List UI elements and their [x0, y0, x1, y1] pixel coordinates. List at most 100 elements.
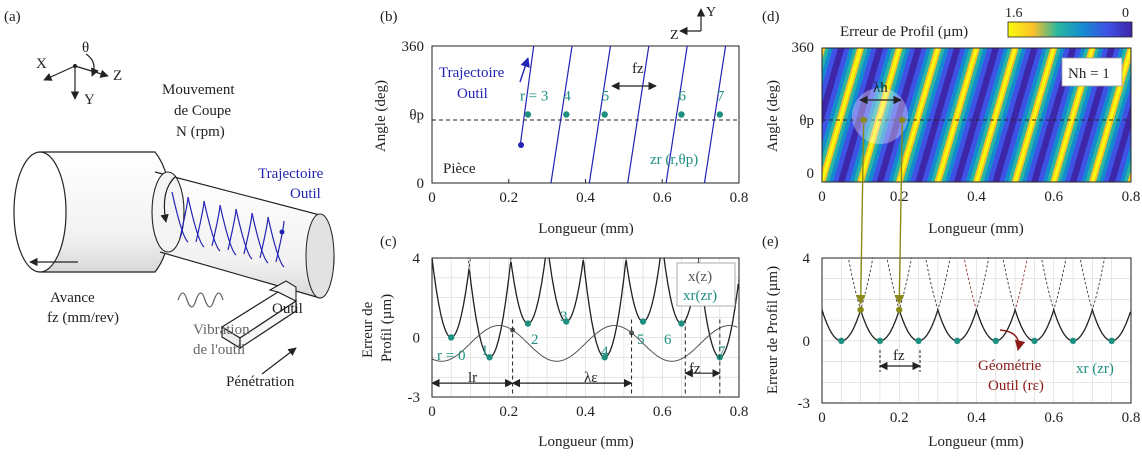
cut-motion-line-2: de Coupe	[174, 103, 231, 119]
b-ytick-label: θp	[409, 108, 424, 124]
b-marker-point	[524, 111, 532, 118]
e-ytick-label: -3	[798, 396, 811, 412]
d-ytick-label: 0	[807, 166, 815, 182]
panel-b: (b) Z Y r = 3 4 5 6 7 0 0.2 0.4 0.6 0.8 0 θp 360 An…	[373, 5, 748, 237]
c-xtick-label: 0	[428, 404, 436, 420]
b-marker-point	[716, 111, 724, 118]
d-ytick-label: θp	[799, 113, 814, 129]
c-lr-label: lr	[468, 370, 477, 386]
c-dimensions	[431, 319, 721, 397]
c-lambda-label: λε	[584, 370, 598, 386]
b-r-label: r = 3	[520, 89, 548, 105]
d-stripe	[822, 48, 826, 61]
b-tool-path-line-1: Trajectoire	[439, 65, 505, 81]
d-to-e-arrow	[855, 123, 866, 305]
feed-line-2: fz (mm/rev)	[47, 310, 119, 326]
b-xlabel: Longueur (mm)	[538, 221, 633, 237]
d-xtick-label: 0.2	[890, 189, 909, 205]
d-colorbar	[1007, 21, 1133, 38]
b-workpiece-label: Pièce	[443, 161, 476, 177]
cut-motion-line-1: Mouvement	[162, 82, 235, 98]
panel-c: (c) 0 0.2 0.4 0.6 0.8 -3 0 4 Erreur de Profil (…	[360, 234, 749, 450]
c-r-label: 7	[718, 344, 726, 360]
c-ylabel-line-1: Erreur de	[360, 301, 376, 358]
axis-y-label: Y	[84, 92, 95, 108]
tool-path-a-line-1: Trajectoire	[258, 166, 324, 182]
b-marker-point	[601, 111, 608, 118]
c-marker-point	[639, 318, 647, 325]
e-parabola-dashed	[963, 258, 1028, 342]
b-tool-path-plot: r = 3 4 5 6 7	[518, 45, 727, 184]
d-stripe	[936, 48, 979, 182]
c-xz-curve	[432, 325, 738, 362]
d-stripe	[1127, 169, 1131, 182]
e-parabola-dashed	[1041, 258, 1105, 342]
b-axis-ticks: 0 0.2 0.4 0.6 0.8 0 θp 360	[402, 39, 749, 206]
e-fz-label: fz	[893, 348, 905, 364]
d-xtick-label: 0.8	[1122, 189, 1141, 205]
e-marker-point	[1031, 337, 1038, 345]
c-fz-label: fz	[689, 361, 701, 377]
b-tool-path-label: Trajectoire Outil	[439, 65, 508, 102]
c-r-label: 1	[481, 343, 489, 359]
d-stripe	[859, 48, 901, 182]
b-marker-point	[563, 111, 570, 118]
b-ylabel: Angle (deg)	[373, 80, 389, 152]
cut-motion-line-3: N (rpm)	[176, 124, 225, 140]
b-path-line	[550, 45, 573, 184]
e-xtick-label: 0.2	[890, 410, 909, 426]
d-to-e-arrows	[855, 116, 906, 305]
e-marker-point	[915, 337, 922, 345]
d-axis-ticks: 0 0.2 0.4 0.6 0.8 0 θp 360	[792, 40, 1141, 205]
e-axis-ticks: 0 0.2 0.4 0.6 0.8 -3 0 4	[798, 251, 1141, 426]
b-xtick-label: 0.2	[499, 190, 518, 206]
e-marker-point	[953, 337, 961, 345]
penetration-label: Pénétration	[226, 374, 295, 390]
e-ytick-label: 4	[803, 251, 811, 267]
axis-x-label: X	[36, 56, 47, 72]
e-profile-plot	[822, 258, 1131, 345]
c-marker-point	[486, 354, 493, 361]
d-colorbar-max: 0	[1122, 6, 1129, 21]
vibration-line-1: Vibration	[193, 322, 250, 338]
axis-y-b: Y	[706, 5, 716, 20]
workpiece-cylinder	[13, 151, 335, 299]
c-r-label: 5	[637, 332, 645, 348]
e-geometry-label: Géométrie Outil (rε)	[978, 358, 1045, 394]
c-legend-xr: xr(zr)	[683, 288, 717, 304]
c-xtick-label: 0.8	[730, 404, 749, 420]
c-marker-point	[563, 318, 570, 325]
c-ytick-label: -3	[408, 390, 421, 406]
b-zr-label: zr (r,θp)	[650, 152, 698, 168]
axis-theta-label: θ	[82, 40, 89, 56]
b-xtick-label: 0.6	[653, 190, 672, 206]
e-marker-point	[1069, 337, 1077, 345]
axis-z-label: Z	[113, 68, 122, 84]
d-ylabel: Angle (deg)	[765, 80, 781, 152]
e-marker-point	[992, 337, 1000, 345]
panel-e-tag: (e)	[762, 234, 779, 250]
b-fz-label: fz	[632, 61, 644, 77]
c-marker-point	[447, 334, 455, 341]
panel-d-tag: (d)	[762, 9, 780, 25]
c-axis-ticks: 0 0.2 0.4 0.6 0.8 -3 0 4	[408, 251, 749, 420]
vibration-line-2: de l'outil	[193, 342, 245, 358]
d-nh-label: Nh = 1	[1068, 66, 1110, 82]
b-r-label: 7	[717, 89, 725, 105]
panel-a-tag: (a)	[4, 9, 21, 25]
vibration-wave	[177, 292, 224, 308]
b-tool-path-line-2: Outil	[457, 86, 488, 102]
d-xtick-label: 0.6	[1044, 189, 1063, 205]
e-xlabel: Longueur (mm)	[928, 434, 1023, 450]
e-xtick-label: 0	[818, 410, 826, 426]
c-legend-x: x(z)	[688, 269, 712, 285]
d-stripe	[897, 48, 940, 182]
d-highlight-point	[899, 116, 906, 124]
b-xtick-label: 0.8	[730, 190, 749, 206]
tool-path-label-a: Trajectoire Outil	[258, 166, 327, 202]
c-r-label: 6	[664, 332, 672, 348]
d-lambda-label: λh	[873, 80, 888, 96]
d-stripe	[822, 48, 863, 182]
e-geometry-line-2: Outil (rε)	[988, 378, 1044, 394]
panel-a: (a) X Y Z θ Mouvement de Coupe N (rpm)	[4, 9, 335, 390]
